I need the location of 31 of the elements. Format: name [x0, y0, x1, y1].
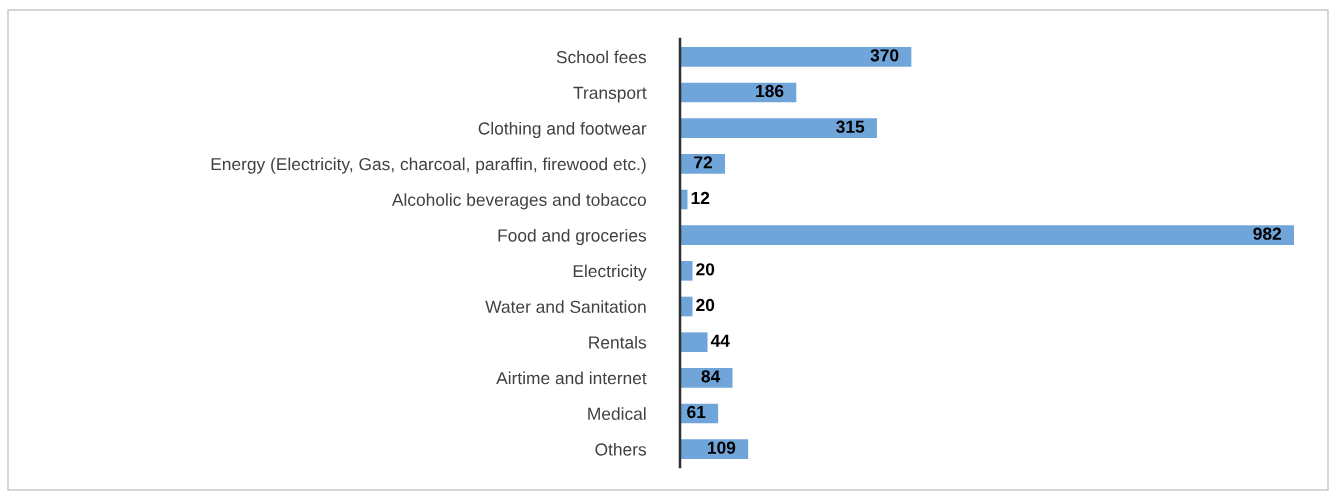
- bar: [680, 47, 912, 67]
- bar: [680, 118, 877, 138]
- bar: [680, 261, 693, 281]
- bar: [680, 296, 693, 317]
- data-label: 72: [694, 156, 713, 169]
- y-tick-label: Medical: [588, 407, 646, 420]
- data-label: 44: [710, 334, 730, 347]
- y-tick-label: Others: [595, 442, 647, 456]
- data-label: 61: [687, 405, 706, 419]
- y-tick-label: Transport: [573, 86, 647, 103]
- y-tick-label: Energy (Electricity, Gas, charcoal, paraffin, firewood etc.): [211, 157, 646, 174]
- y-tick-label: Electricity: [573, 264, 647, 281]
- y-tick-label: Rentals: [589, 335, 647, 349]
- data-label: 982: [1253, 227, 1282, 240]
- data-label: 109: [708, 441, 736, 454]
- bar: [680, 332, 708, 352]
- data-label: 20: [696, 298, 715, 312]
- y-tick-label: Clothing and footwear: [478, 121, 647, 139]
- data-label: 12: [691, 191, 710, 204]
- data-label: 20: [696, 263, 715, 276]
- bar: [680, 225, 1294, 245]
- y-tick-label: Water and Sanitation: [485, 300, 646, 313]
- y-tick-label: Alcoholic beverages and tobacco: [391, 193, 646, 210]
- y-tick-label: Food and groceries: [498, 228, 647, 246]
- y-tick-label: Airtime and internet: [496, 371, 647, 385]
- y-tick-label: School fees: [556, 50, 647, 64]
- data-label: 315: [836, 120, 865, 133]
- data-label: 84: [701, 370, 721, 383]
- data-label: 186: [756, 84, 784, 98]
- data-label: 370: [870, 49, 899, 62]
- bar: [680, 189, 688, 210]
